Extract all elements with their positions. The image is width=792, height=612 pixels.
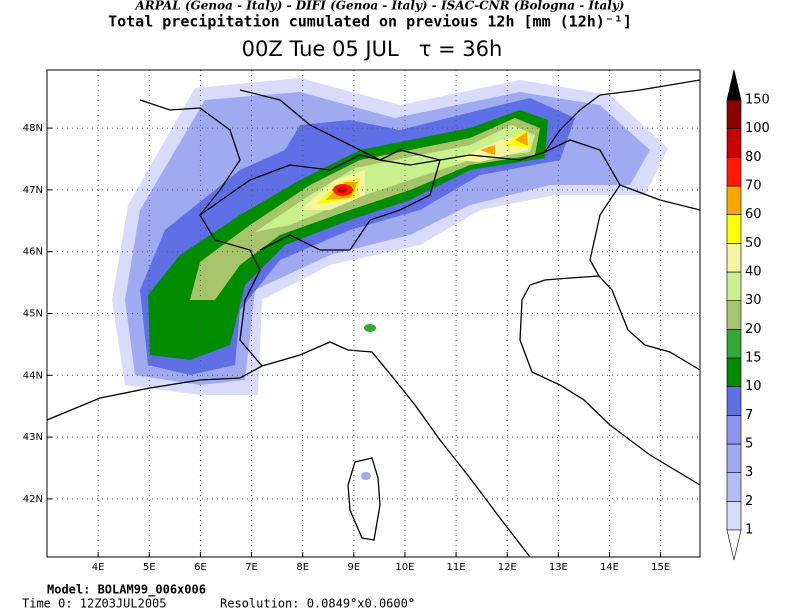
colorbar-box [726,214,742,244]
colorbar-label: 1 [745,523,753,538]
colorbar-label: 70 [745,179,762,194]
colorbar-box [726,157,742,187]
footer-resolution: Resolution: 0.0849°x0.0600° [220,597,415,611]
lon-tick-label: 9E [347,562,360,573]
colorbar-label: 2 [745,494,753,509]
footer-time0: Time 0: 12Z03JUL2005 [22,597,167,611]
lat-tick-label: 48N [23,123,43,134]
lon-tick-label: 6E [194,562,207,573]
graticule: 4E 5E 6E 7E 8E 9E 10E 11E 12E 13E 14E 15E 42N 43N 44N 4… [23,70,700,573]
lat-tick-label: 43N [23,432,43,443]
colorbar-box [726,329,742,359]
colorbar-label: 50 [745,236,762,251]
lat-tick-label: 45N [23,309,43,320]
colorbar-label: 15 [745,351,762,366]
title: Total precipitation cumulated on previou… [108,13,632,31]
lon-tick-label: 13E [549,562,568,573]
lat-tick-label: 46N [23,247,43,258]
colorbar-label: 7 [745,408,753,423]
lon-tick-label: 14E [600,562,619,573]
lat-tick-label: 47N [23,185,43,196]
colorbar: 1 2 3 5 7 10 15 20 30 40 50 60 70 80 100 150 [726,69,770,561]
colorbar-box [726,185,742,215]
colorbar-box [726,99,742,129]
lat-tick-label: 44N [23,370,43,381]
map-frame [46,69,701,558]
colorbar-box [726,415,742,445]
colorbar-box [726,501,742,531]
lon-tick-label: 11E [447,562,466,573]
colorbar-label: 60 [745,207,762,222]
colorbar-box [726,271,742,301]
lon-tick-label: 8E [296,562,309,573]
colorbar-box [726,357,742,387]
lon-tick-label: 4E [92,562,105,573]
lat-tick-label: 42N [23,494,43,505]
colorbar-label: 150 [745,93,770,108]
colorbar-box [726,128,742,158]
colorbar-label: 100 [745,121,770,136]
colorbar-label: 30 [745,293,762,308]
lon-tick-label: 12E [498,562,517,573]
colorbar-label: 80 [745,150,762,165]
colorbar-label: 40 [745,265,762,280]
colorbar-box [726,443,742,473]
colorbar-label: 3 [745,465,753,480]
lon-tick-label: 15E [651,562,670,573]
colorbar-over [726,69,742,101]
credits: ARPAL (Genoa - Italy) - DIFI (Genoa - It… [135,0,625,13]
colorbar-label: 20 [745,322,762,337]
map: 4E 5E 6E 7E 8E 9E 10E 11E 12E 13E 14E 15E 42N 43N 44N 4… [23,69,701,573]
lon-tick-label: 10E [395,562,414,573]
colorbar-box [726,300,742,330]
subtitle: 00Z Tue 05 JUL τ = 36h [242,37,503,61]
footer-model: Model: BOLAM99_006x006 [47,583,206,598]
colorbar-box [726,472,742,502]
lon-tick-label: 7E [245,562,258,573]
lon-tick-label: 5E [143,562,156,573]
colorbar-box [726,243,742,273]
colorbar-under [726,529,742,561]
colorbar-label: 10 [745,379,762,394]
colorbar-box [726,386,742,416]
coastlines [46,79,701,558]
colorbar-label: 5 [745,437,753,452]
